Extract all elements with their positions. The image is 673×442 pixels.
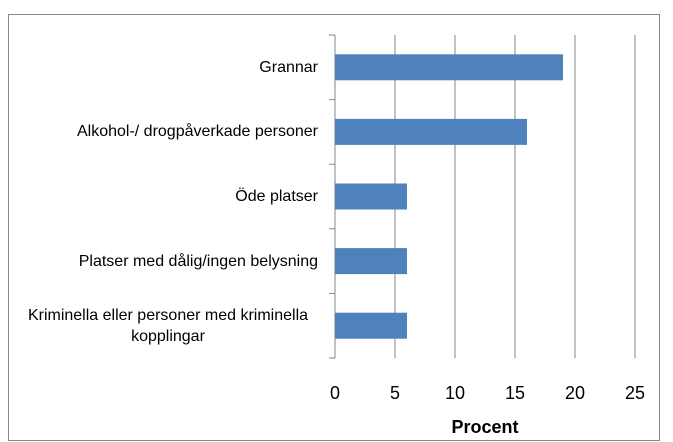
y-tick-label: Öde platser <box>235 188 318 205</box>
y-tick-label: Grannar <box>259 58 318 76</box>
x-tick-label: 5 <box>390 383 400 403</box>
x-tick-label: 0 <box>330 383 340 403</box>
category-label-box: Alkohol-/ drogpåverkade personer <box>8 102 318 162</box>
bar <box>335 183 407 210</box>
chart-border <box>8 14 660 441</box>
y-tick-label: Kriminella eller personer med kriminella… <box>27 306 309 345</box>
category-label-box: Kriminella eller personer med kriminella… <box>8 296 318 356</box>
y-tick-label: Platser med dålig/ingen belysning <box>78 252 318 270</box>
bar <box>335 248 407 275</box>
category-label-box: Grannar <box>8 37 318 97</box>
x-tick-label: 20 <box>565 383 585 403</box>
bar <box>335 312 407 339</box>
category-label-box: Platser med dålig/ingen belysning <box>8 231 318 291</box>
x-tick-label: 10 <box>445 383 465 403</box>
bar <box>335 118 527 145</box>
bar <box>335 54 563 81</box>
x-tick-label: 15 <box>505 383 525 403</box>
x-tick-label: 25 <box>625 383 645 403</box>
category-label-box: Öde platser <box>8 167 318 227</box>
x-axis-label: Procent <box>451 417 518 437</box>
y-tick-label: Alkohol-/ drogpåverkade personer <box>76 123 318 141</box>
